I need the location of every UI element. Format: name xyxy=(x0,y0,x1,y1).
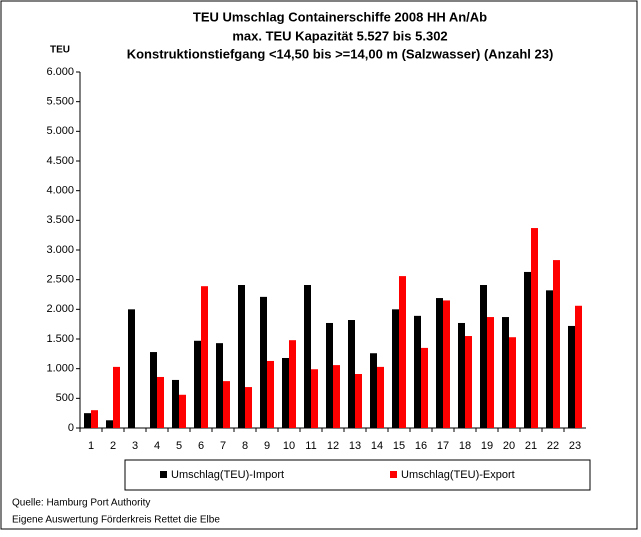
bar xyxy=(436,298,443,428)
bar xyxy=(194,340,201,428)
bar xyxy=(179,394,186,428)
y-tick-label: 5.500 xyxy=(46,96,74,108)
bar xyxy=(348,320,355,428)
x-tick-label: 14 xyxy=(371,440,383,452)
bar xyxy=(377,366,384,428)
bar xyxy=(172,379,179,428)
bar xyxy=(282,357,289,428)
bar xyxy=(370,353,377,428)
bar xyxy=(245,387,252,428)
x-tick-label: 16 xyxy=(415,440,427,452)
legend-swatch xyxy=(160,471,167,478)
bar xyxy=(216,343,223,428)
bar xyxy=(568,325,575,428)
bar xyxy=(304,285,311,428)
bar xyxy=(326,322,333,428)
y-tick-label: 4.500 xyxy=(46,155,74,167)
bar xyxy=(575,305,582,428)
x-tick-label: 10 xyxy=(283,440,295,452)
x-tick-label: 3 xyxy=(132,440,138,452)
bar xyxy=(223,381,230,428)
chart-title: max. TEU Kapazität 5.527 bis 5.302 xyxy=(232,28,447,43)
bar xyxy=(465,336,472,428)
x-tick-label: 11 xyxy=(305,440,316,452)
bar xyxy=(113,366,120,428)
x-tick-label: 5 xyxy=(176,440,182,452)
bar xyxy=(524,271,531,428)
bar xyxy=(509,337,516,428)
x-tick-label: 12 xyxy=(327,440,339,452)
bar xyxy=(157,376,164,428)
bar xyxy=(487,317,494,428)
bar xyxy=(150,352,157,428)
bar xyxy=(91,410,98,428)
y-tick-label: 6.000 xyxy=(46,66,74,78)
bar xyxy=(201,286,208,428)
legend-swatch xyxy=(390,471,397,478)
bar xyxy=(333,365,340,428)
x-tick-label: 17 xyxy=(437,440,449,452)
y-tick-label: 3.500 xyxy=(46,214,74,226)
legend-box xyxy=(124,459,591,491)
bar xyxy=(480,285,487,428)
x-tick-label: 4 xyxy=(154,440,160,452)
x-tick-label: 20 xyxy=(503,440,515,452)
bar xyxy=(106,420,113,428)
y-tick-label: 1.500 xyxy=(46,333,74,345)
x-tick-label: 21 xyxy=(525,440,537,452)
bar xyxy=(414,315,421,428)
x-tick-label: 6 xyxy=(198,440,204,452)
bar xyxy=(238,285,245,428)
x-tick-label: 15 xyxy=(393,440,405,452)
bar xyxy=(311,369,318,428)
x-tick-label: 13 xyxy=(349,440,361,452)
x-tick-label: 9 xyxy=(264,440,270,452)
y-tick-label: 0 xyxy=(68,422,74,434)
y-tick-label: 3.000 xyxy=(46,244,74,256)
bar xyxy=(128,309,135,428)
x-tick-label: 22 xyxy=(547,440,559,452)
bar xyxy=(267,360,274,428)
bar xyxy=(546,290,553,428)
bar xyxy=(421,347,428,428)
x-tick-label: 18 xyxy=(459,440,471,452)
x-tick-label: 23 xyxy=(569,440,581,452)
bar xyxy=(399,276,406,428)
y-tick-label: 2.500 xyxy=(46,274,74,286)
source: Eigene Auswertung Förderkreis Rettet die… xyxy=(12,515,220,526)
bar xyxy=(502,317,509,428)
x-tick-label: 7 xyxy=(220,440,226,452)
y-tick-label: 4.000 xyxy=(46,185,74,197)
x-tick-label: 8 xyxy=(242,440,248,452)
y-tick-label: 2.000 xyxy=(46,303,74,315)
bar xyxy=(458,322,465,428)
x-tick-label: 1 xyxy=(88,440,94,452)
bar xyxy=(443,300,450,428)
bar xyxy=(553,260,560,428)
chart-title: TEU Umschlag Containerschiffe 2008 HH An… xyxy=(193,9,487,24)
x-tick-label: 19 xyxy=(481,440,493,452)
bar xyxy=(84,413,91,428)
bar xyxy=(355,374,362,428)
x-tick-label: 2 xyxy=(110,440,116,452)
source: Quelle: Hamburg Port Authority xyxy=(12,498,150,509)
y-tick-label: 500 xyxy=(56,392,74,404)
y-tick-label: 1.000 xyxy=(46,363,74,375)
bar xyxy=(289,340,296,428)
y-tick-label: 5.000 xyxy=(46,125,74,137)
bar xyxy=(531,228,538,428)
bar xyxy=(260,296,267,428)
y-axis-label: TEU xyxy=(50,45,70,56)
bar xyxy=(392,309,399,428)
chart-title: Konstruktionstiefgang <14,50 bis >=14,00… xyxy=(127,46,554,61)
legend-label: Umschlag(TEU)-Import xyxy=(171,469,284,481)
legend-label: Umschlag(TEU)-Export xyxy=(401,469,515,481)
